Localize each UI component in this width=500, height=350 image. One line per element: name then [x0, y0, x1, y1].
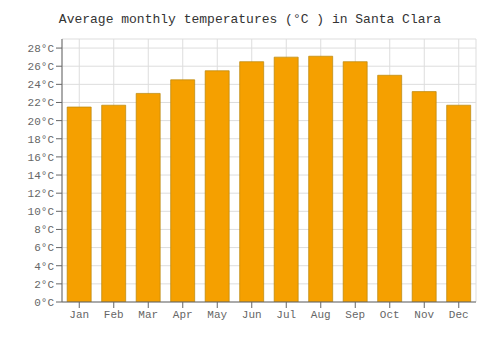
- svg-text:12°C: 12°C: [28, 188, 55, 200]
- html-text:Average monthly temperatures (: Average monthly temperatures (°C ) in Sa…: [58, 12, 442, 27]
- svg-text:Feb: Feb: [104, 309, 124, 321]
- svg-text:8°C: 8°C: [34, 224, 54, 236]
- svg-text:22°C: 22°C: [28, 97, 55, 109]
- svg-text:Jul: Jul: [276, 309, 296, 321]
- svg-text:Jun: Jun: [242, 309, 262, 321]
- svg-text:26°C: 26°C: [28, 61, 55, 73]
- svg-text:Jan: Jan: [69, 309, 89, 321]
- svg-text:10°C: 10°C: [28, 206, 55, 218]
- svg-text:Dec: Dec: [449, 309, 469, 321]
- svg-text:2°C: 2°C: [34, 279, 54, 291]
- svg-text:4°C: 4°C: [34, 261, 54, 273]
- svg-text:6°C: 6°C: [34, 242, 54, 254]
- svg-text:May: May: [207, 309, 227, 321]
- svg-text:Apr: Apr: [173, 309, 193, 321]
- svg-text:28°C: 28°C: [28, 43, 55, 55]
- svg-text:24°C: 24°C: [28, 79, 55, 91]
- svg-text:0°C: 0°C: [34, 297, 54, 309]
- svg-text:Oct: Oct: [380, 309, 400, 321]
- svg-text:Nov: Nov: [414, 309, 434, 321]
- svg-text:16°C: 16°C: [28, 152, 55, 164]
- svg-text:Sep: Sep: [345, 309, 365, 321]
- svg-text:Mar: Mar: [138, 309, 158, 321]
- svg-text:Aug: Aug: [311, 309, 331, 321]
- svg-text:14°C: 14°C: [28, 170, 55, 182]
- svg-text:20°C: 20°C: [28, 116, 55, 128]
- svg-text:18°C: 18°C: [28, 134, 55, 146]
